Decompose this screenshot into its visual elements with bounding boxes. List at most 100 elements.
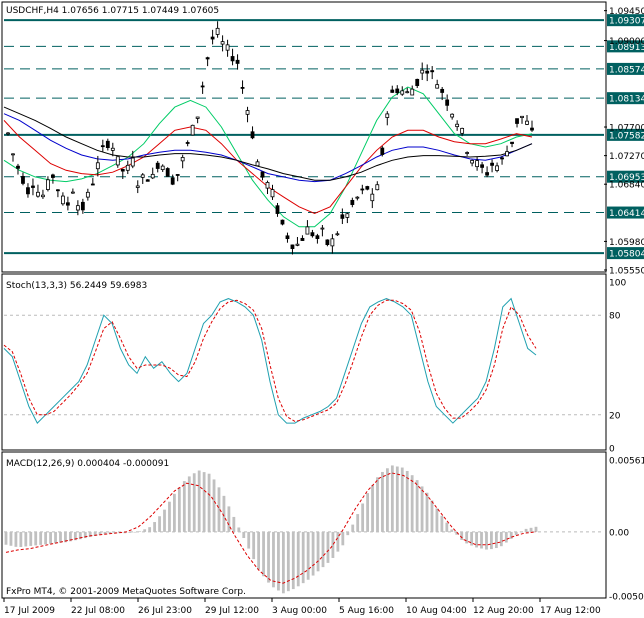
- price-tick-label-1: 1.09000: [609, 37, 644, 47]
- candle: [230, 48, 235, 66]
- time-tick-label-5: 5 Aug 16:00: [339, 606, 394, 616]
- level-tag-label-3: 1.08134: [609, 95, 644, 105]
- candle: [145, 179, 150, 182]
- candle: [105, 138, 110, 151]
- macd-bar: [24, 531, 28, 547]
- candle: [430, 66, 435, 80]
- macd-tick-label-1: 0.00: [609, 528, 629, 538]
- macd-bar: [366, 493, 369, 532]
- macd-bar: [465, 531, 469, 544]
- price-tick-label-5: 1.05980: [609, 238, 644, 248]
- candle: [110, 142, 115, 157]
- macd-bar: [296, 531, 300, 587]
- candle: [200, 81, 205, 94]
- level-tag-7: [607, 247, 644, 260]
- macd-bar: [316, 531, 320, 572]
- candle: [255, 159, 260, 167]
- macd-bar: [54, 531, 57, 544]
- price-tick-label-4: 1.06840: [609, 181, 644, 191]
- candle: [520, 115, 524, 124]
- macd-histogram: [4, 465, 538, 594]
- macd-bar: [182, 481, 186, 532]
- candle: [6, 132, 10, 136]
- macd-bar: [128, 531, 132, 533]
- macd-bar: [78, 531, 82, 540]
- level-tag-1: [607, 40, 644, 53]
- macd-bar: [351, 524, 355, 532]
- macd-bar: [430, 500, 434, 532]
- macd-bar: [306, 531, 310, 580]
- level-tag-label-1: 1.08913: [609, 43, 644, 53]
- price-tick-label-6: 1.05550: [609, 267, 644, 277]
- candle: [170, 174, 175, 186]
- macd-bar: [202, 472, 206, 532]
- candle: [205, 56, 210, 67]
- level-tag-4: [607, 128, 644, 141]
- candle: [415, 78, 420, 89]
- macd-bar: [277, 531, 280, 591]
- macd-bar: [499, 531, 503, 547]
- candle: [135, 180, 140, 194]
- macd-bar: [286, 531, 290, 592]
- macd-bar: [381, 471, 384, 532]
- candle: [365, 185, 370, 191]
- macd-bar: [405, 470, 409, 532]
- candle: [215, 21, 220, 38]
- candle: [360, 184, 365, 195]
- macd-bar: [376, 477, 379, 532]
- candle: [270, 184, 275, 200]
- time-tick-label-7: 12 Aug 20:00: [473, 606, 534, 616]
- candle: [130, 150, 135, 169]
- candle: [445, 94, 450, 111]
- macd-bar: [212, 479, 216, 532]
- macd-bar: [173, 493, 176, 532]
- macd-bar: [509, 531, 513, 539]
- candle: [395, 85, 400, 96]
- macd-bar: [460, 531, 464, 541]
- candle: [95, 155, 100, 177]
- candle: [125, 160, 130, 175]
- candle: [150, 167, 155, 180]
- macd-bar: [450, 529, 454, 532]
- candle: [440, 86, 445, 101]
- macd-bar: [93, 531, 97, 537]
- macd-bar: [73, 531, 77, 541]
- time-tick-label-6: 10 Aug 04:00: [406, 606, 467, 616]
- candle: [310, 229, 315, 238]
- stoch-lines: [3, 297, 537, 424]
- moving-average-2: [3, 113, 533, 183]
- candle: [36, 184, 40, 198]
- candle: [175, 174, 180, 182]
- candle: [250, 126, 255, 140]
- candle: [410, 85, 415, 96]
- macd-bar: [490, 531, 493, 550]
- candle: [370, 188, 375, 209]
- macd-bar: [455, 531, 459, 535]
- macd-bar: [341, 531, 345, 546]
- time-axis: 17 Jul 2009 22 Jul 08:00 26 Jul 23:00 29 Ju…: [3, 598, 601, 616]
- macd-bar: [108, 531, 112, 534]
- stoch-pane-frame: [1, 273, 607, 451]
- price-pane-frame: [1, 1, 607, 273]
- macd-bar: [98, 531, 102, 535]
- candle: [525, 115, 529, 126]
- candle: [390, 85, 395, 93]
- stoch-tick-label-2: 20: [609, 411, 621, 421]
- candle: [41, 189, 45, 199]
- candle: [480, 161, 484, 174]
- macd-bar: [192, 473, 196, 532]
- macd-bar: [529, 527, 533, 532]
- candle: [515, 118, 519, 128]
- macd-bar: [435, 508, 439, 532]
- moving-average-0: [3, 86, 533, 228]
- level-tag-6: [607, 206, 644, 219]
- candle: [16, 163, 20, 175]
- macd-signal-polyline: [5, 472, 537, 584]
- macd-bar: [14, 531, 18, 547]
- candle: [420, 62, 425, 81]
- time-tick-label-0: 17 Jul 2009: [4, 606, 55, 616]
- stoch-title: Stoch(13,3,3) 56.2449 59.6983: [6, 281, 147, 291]
- macd-bar: [133, 531, 137, 533]
